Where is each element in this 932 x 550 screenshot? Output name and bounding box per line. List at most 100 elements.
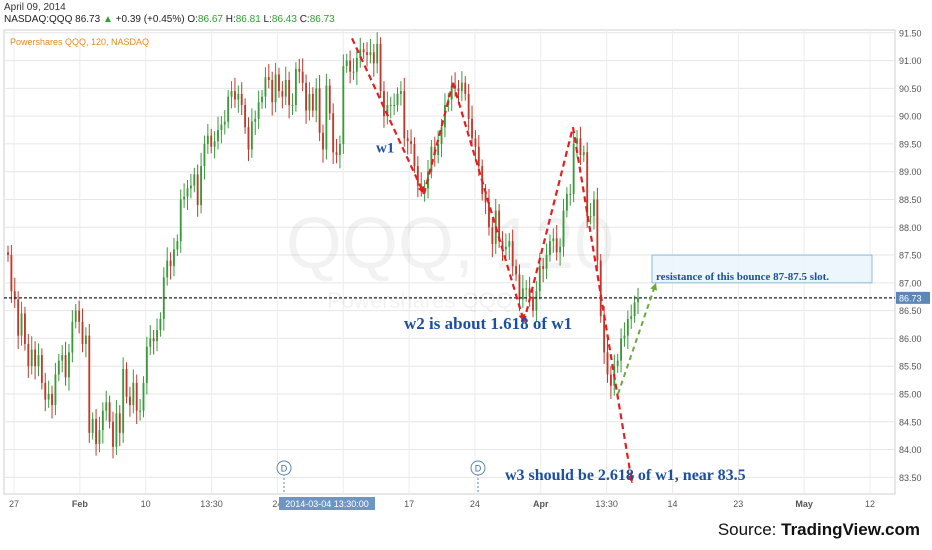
candle-body (95, 418, 97, 444)
symbol[interactable]: NASDAQ:QQQ (4, 14, 73, 25)
candle-body (633, 302, 636, 317)
candle-body (393, 105, 396, 107)
candle-body (549, 241, 551, 256)
candle-body (609, 374, 612, 386)
candle-body (57, 360, 60, 375)
y-tick-label: 89.50 (899, 139, 922, 149)
candle-body (477, 146, 480, 167)
candle-body (572, 143, 575, 194)
candle-body (538, 266, 541, 292)
candle-body (355, 57, 358, 72)
candle-body (105, 402, 108, 411)
watermark-name: Powershares QQQ (327, 288, 513, 313)
w2-arrowhead (518, 313, 526, 322)
candle-body (118, 413, 121, 433)
resistance-label: resistance of this bounce 87-87.5 slot. (656, 271, 829, 283)
x-tick-label: 13:30 (200, 499, 223, 509)
x-tick-label: May (795, 499, 813, 509)
candle-body (132, 382, 135, 406)
candle-body (81, 321, 84, 344)
wave-segment (451, 82, 526, 323)
candle-body (17, 299, 20, 336)
candle-body (291, 105, 294, 107)
candle-body (294, 68, 297, 106)
candle-body (145, 346, 148, 383)
candle-body (210, 135, 213, 147)
last-price-tag-label: 86.73 (899, 293, 922, 303)
candle-body (196, 174, 199, 206)
candle-body (501, 241, 504, 250)
series-title: Powershares QQQ, 120, NASDAQ (10, 37, 150, 47)
event-marker (276, 460, 292, 476)
candle-body (27, 343, 30, 367)
y-tick-label: 89.00 (899, 167, 922, 177)
candle-body (559, 246, 562, 253)
x-tick-label: 14 (667, 499, 677, 509)
candle-body (7, 252, 9, 256)
x-tick-label: 24 (470, 499, 480, 509)
candle-body (562, 210, 565, 247)
wave-segment (351, 37, 425, 195)
candle-body (217, 130, 219, 142)
candle-body (278, 74, 280, 92)
date-marker-tag (279, 497, 375, 510)
candle-body (467, 93, 470, 119)
change: +0.39 (+0.45%) (115, 14, 185, 25)
candle-body (112, 421, 114, 447)
high-label: H: (225, 14, 236, 25)
close-label: C: (299, 14, 310, 25)
candle-body (369, 52, 372, 56)
candle-body (440, 127, 443, 144)
x-tick-label: 12 (865, 499, 875, 509)
candle-body (586, 152, 589, 217)
candle-body (274, 74, 277, 103)
candle-body (206, 135, 209, 144)
candle-body (504, 246, 507, 250)
candle-body (288, 80, 291, 106)
candle-body (399, 91, 402, 94)
date-marker-label: 2014-03-04 13:30:00 (285, 499, 369, 509)
candle-body (471, 118, 473, 139)
y-tick-label: 84.00 (899, 445, 922, 455)
w3-arrowhead (627, 475, 635, 483)
candle-body (342, 66, 345, 144)
candle-body (230, 91, 233, 97)
candle-body (13, 291, 16, 300)
x-tick-label: 24 (272, 499, 282, 509)
y-tick-label: 83.50 (899, 473, 922, 483)
candle-body (101, 410, 104, 431)
candle-body (152, 338, 155, 342)
candle-body (220, 124, 223, 131)
x-tick-label: 10 (141, 499, 151, 509)
candle-body (159, 318, 162, 331)
candle-body (176, 241, 179, 250)
candle-body (464, 82, 467, 94)
resistance-box (651, 254, 873, 284)
candle-body (518, 274, 521, 300)
candle-body (325, 85, 328, 150)
y-tick-label: 86.50 (899, 306, 922, 316)
candle-body (582, 152, 585, 156)
candle-body (376, 43, 379, 64)
candles (7, 32, 639, 459)
candle-body (250, 121, 253, 150)
candle-body (234, 91, 236, 100)
candle-body (450, 85, 453, 100)
candle-body (576, 138, 578, 144)
candle-body (484, 193, 487, 203)
candle-body (379, 43, 382, 92)
candle-body (186, 188, 189, 197)
candle-body (281, 91, 284, 97)
candle-body (565, 193, 568, 211)
candle-body (528, 288, 531, 297)
y-tick-label: 86.00 (899, 334, 922, 344)
w3-label: w3 should be 2.618 of w1, near 83.5 (505, 467, 746, 484)
candle-body (237, 93, 240, 100)
last-price: 86.73 (75, 14, 101, 25)
candle-body (122, 368, 125, 433)
candle-body (383, 91, 385, 117)
event-marker (470, 460, 486, 476)
candle-body (532, 296, 534, 311)
candle-body (555, 238, 558, 253)
